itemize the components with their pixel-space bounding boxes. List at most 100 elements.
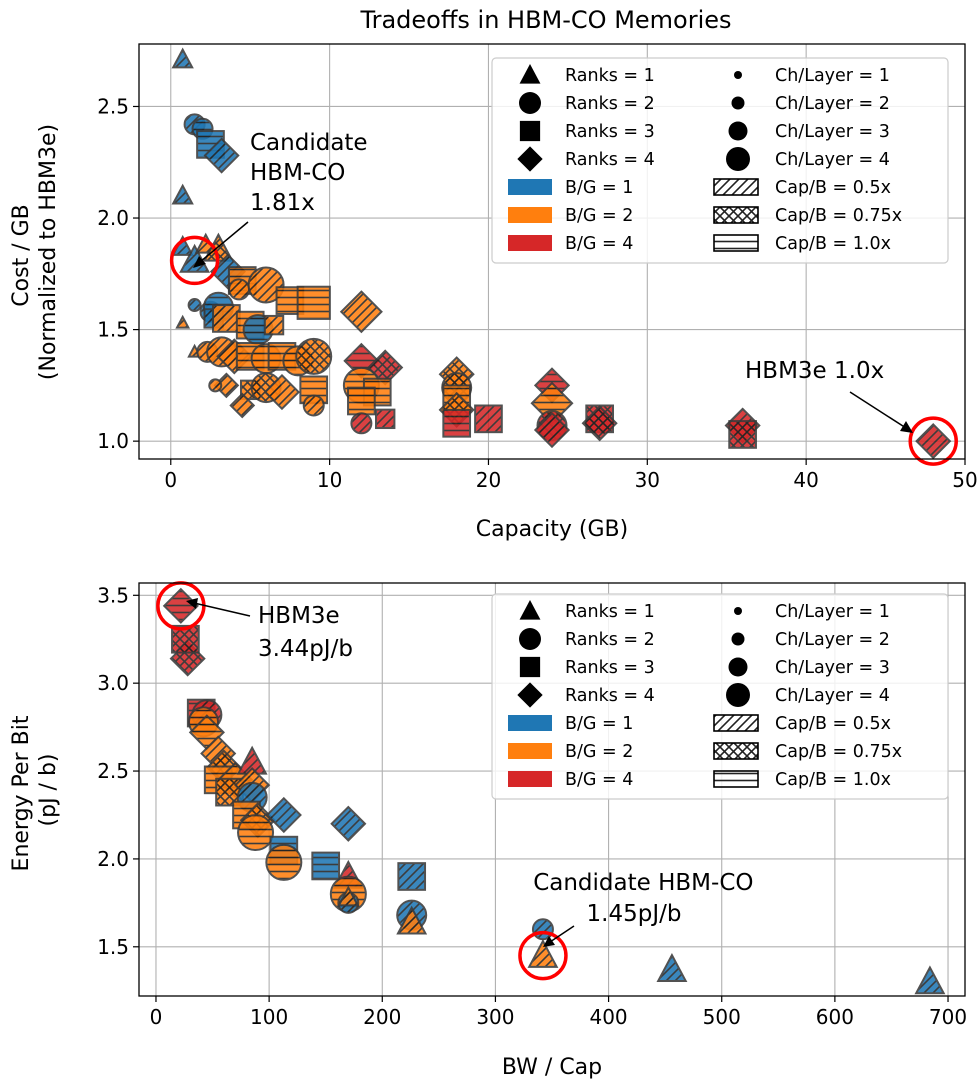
energy-x-tick-label: 100 (250, 1005, 288, 1029)
cost-highlight-ring (908, 416, 958, 466)
energy-legend-bg-label: B/G = 4 (565, 770, 633, 790)
cost-annotation-candidate-arrowhead (193, 256, 206, 268)
energy-y-axis-label-line1: Energy Per Bit (9, 715, 34, 871)
cost-point-hatch (302, 394, 325, 417)
energy-legend-cap-label: Cap/B = 0.75x (775, 742, 902, 762)
energy-annotation-candidate-arrow (549, 925, 575, 943)
energy-y-tick-label: 1.5 (97, 935, 129, 959)
cost-point-hatch (296, 285, 331, 320)
cost-point-hatch (442, 408, 472, 438)
cost-point-hatch (263, 373, 301, 411)
cost-chart: 0 10 20 30 40 50 1.0 1.5 2.0 2.5 Capacity (GB) Co… (9, 43, 978, 542)
cost-legend-channel-label: Ch/Layer = 4 (775, 150, 890, 170)
cost-points (171, 47, 952, 460)
cost-point-hatch (347, 386, 376, 416)
svg-text:HBM3e 3.44pJ/b: HBM3e 3.44pJ/b (258, 603, 353, 662)
energy-highlight-ring (518, 930, 568, 981)
energy-x-tick-label: 500 (703, 1005, 741, 1029)
cost-legend-channel-marker (728, 121, 748, 141)
cost-legend-box (491, 57, 949, 264)
energy-points (162, 587, 946, 995)
energy-plot-frame (138, 582, 966, 997)
energy-annotation-candidate: Candidate HBM-CO 1.45pJ/b (533, 870, 753, 947)
energy-legend-bg-swatch (508, 743, 552, 759)
energy-point-hatch (311, 851, 341, 881)
cost-x-tick-label: 30 (635, 468, 660, 492)
energy-annotation-hbm3e-line1: HBM3e (258, 603, 340, 629)
cost-plot-frame (138, 43, 966, 460)
cost-annotation-candidate-line2: HBM-CO (250, 160, 345, 186)
energy-x-tick-label: 400 (589, 1005, 627, 1029)
cost-point-hatch (295, 337, 333, 375)
cost-x-axis-label: Capacity (GB) (476, 517, 628, 542)
energy-data-point (531, 918, 554, 941)
energy-annotation-hbm3e-arrowhead (186, 598, 198, 609)
energy-legend-rank-label: Ranks = 3 (565, 658, 655, 678)
energy-data-point (330, 805, 367, 842)
energy-data-point (265, 843, 303, 881)
cost-data-point (228, 278, 251, 301)
energy-data-point (311, 851, 341, 881)
energy-data-point (656, 953, 688, 982)
cost-data-point (171, 183, 194, 205)
energy-annotation-hbm3e: HBM3e 3.44pJ/b (186, 598, 353, 662)
energy-legend-rank-marker (519, 600, 541, 620)
energy-legend-channel-marker (734, 607, 742, 615)
cost-y-tick-label: 1.0 (97, 429, 129, 453)
energy-legend-rank-label: Ranks = 2 (565, 630, 655, 650)
cost-legend-cap-label: Cap/B = 0.75x (775, 206, 902, 226)
cost-legend-bg-swatch (508, 207, 552, 223)
cost-highlight-ring (169, 235, 220, 286)
energy-data-point (396, 905, 428, 935)
energy-point-hatch (171, 624, 200, 654)
cost-x-tick-label: 40 (793, 468, 818, 492)
energy-legend-rank-label: Ranks = 1 (565, 602, 655, 622)
cost-legend-channel-label: Ch/Layer = 1 (775, 66, 890, 86)
energy-legend-channel-marker (731, 632, 745, 646)
energy-y-tick-label: 2.5 (97, 759, 129, 783)
energy-legend-rank-marker (517, 682, 543, 708)
energy-legend-rank-label: Ranks = 4 (565, 686, 655, 706)
cost-point-hatch (229, 392, 256, 419)
energy-data-point (527, 938, 559, 968)
cost-data-point (247, 266, 285, 304)
cost-data-point (728, 420, 757, 449)
energy-annotation-candidate-line1: Candidate HBM-CO (533, 870, 753, 896)
cost-legend-cap-swatch (713, 178, 759, 196)
cost-data-point (203, 137, 240, 174)
cost-annotation-candidate-line3: 1.81x (250, 190, 315, 216)
cost-legend-channel-marker (726, 147, 750, 171)
energy-annotation-hbm3e-line2: 3.44pJ/b (258, 636, 353, 662)
cost-x-tick-label: 20 (476, 468, 501, 492)
energy-point-hatch (237, 814, 275, 852)
cost-point-hatch (203, 137, 240, 174)
energy-point-hatch (330, 805, 367, 842)
energy-legend-cap-swatch (713, 770, 759, 788)
cost-data-point (296, 285, 331, 320)
cost-point-hatch (171, 47, 194, 69)
cost-x-tick-label: 50 (952, 468, 977, 492)
energy-legend-channel-marker (728, 657, 748, 677)
cost-y-axis-label-line2: (Normalized to HBM3e) (36, 124, 61, 380)
energy-point-hatch (656, 953, 688, 982)
energy-y-tick-label: 3.0 (97, 671, 129, 695)
cost-legend-rank-marker (519, 92, 541, 114)
energy-chart: 0 100 200 300 400 500 600 700 1.5 2.0 2.5 3.0 3.5 BW… (9, 581, 967, 1080)
energy-legend-cap-swatch (713, 714, 759, 732)
energy-y-axis-label-line2: (pJ / b) (36, 754, 61, 827)
energy-annotation-candidate-arrowhead (543, 936, 555, 947)
cost-legend-bg-label: B/G = 4 (565, 234, 633, 254)
energy-annotation-candidate-line2: 1.45pJ/b (587, 901, 682, 927)
energy-point-hatch (396, 905, 428, 935)
energy-legend-cap-swatch (713, 742, 759, 760)
cost-data-point (171, 47, 194, 69)
cost-legend-channel-label: Ch/Layer = 2 (775, 94, 890, 114)
cost-data-point (212, 304, 241, 333)
cost-annotation-candidate-arrow (199, 221, 249, 263)
cost-legend-channel-marker (731, 96, 745, 110)
energy-data-point (265, 796, 302, 834)
energy-point-hatch (527, 938, 559, 968)
cost-data-point (442, 408, 472, 438)
svg-text:Candidate HBM-CO: Candidate HBM-CO 1.81x (250, 130, 375, 216)
cost-annotation-hbm3e-label: HBM3e 1.0x (745, 358, 884, 384)
